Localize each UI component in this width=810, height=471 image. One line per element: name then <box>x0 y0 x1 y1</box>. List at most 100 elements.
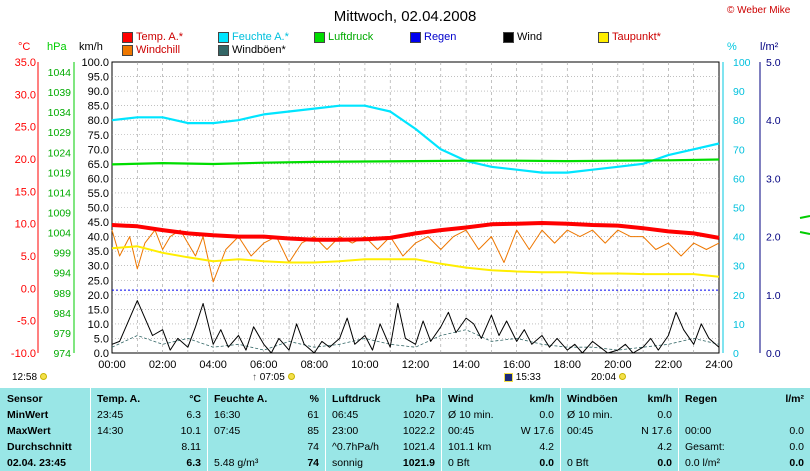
rain-tick-label: 2.0 <box>766 232 781 244</box>
temp-tick-label: 35.0 <box>15 57 36 69</box>
humidity-tick-label: 20 <box>733 290 745 302</box>
pressure-tick-label: 974 <box>53 348 71 360</box>
table-row-label-min: MinWert <box>7 409 49 421</box>
legend-temp-label: Temp. A.* <box>136 31 184 43</box>
humidity-tick-label: 10 <box>733 319 745 331</box>
rain-tick-label: 3.0 <box>766 173 781 185</box>
table-cell-value: 74 <box>307 457 319 469</box>
weather-chart: 35.0 30.0 25.0 20.0 15.0 10.0 5.0 0.0 -5.0 -10.0 1… <box>11 57 810 371</box>
event-3: 20:04 <box>591 372 626 383</box>
event-1-label: 07:05 <box>259 372 285 383</box>
wind-tick-label: 25.0 <box>88 275 109 287</box>
table-header: Wind <box>448 393 474 405</box>
table-header-unit: l/m² <box>785 393 804 405</box>
table-cell-value: 6.3 <box>186 409 201 421</box>
event-0-label: 12:58 <box>12 372 38 383</box>
legend-wind-label: Wind <box>517 31 543 43</box>
x-tick-label: 14:00 <box>452 359 480 371</box>
table-cell-value: 6.3 <box>186 457 201 469</box>
table-cell-value: 1022.2 <box>402 425 435 437</box>
legend-wind: Wind <box>503 31 542 43</box>
edge-mark <box>799 231 810 235</box>
humidity-tick-label: 30 <box>733 261 745 273</box>
rain-tick-label: 4.0 <box>766 115 781 127</box>
wind-tick-label: 45.0 <box>88 217 109 229</box>
table-cell-value: 61 <box>307 409 319 421</box>
table-cell-value: 4.2 <box>539 441 554 453</box>
wind-tick-label: 85.0 <box>88 101 109 113</box>
table-cell-label: 06:45 <box>332 409 359 421</box>
legend-pressure-label: Luftdruck <box>328 31 374 43</box>
x-tick-label: 16:00 <box>503 359 531 371</box>
wind-tick-label: 30.0 <box>88 261 109 273</box>
temp-tick-label: 5.0 <box>21 251 36 263</box>
pressure-tick-label: 994 <box>53 268 71 280</box>
table-header: Regen <box>685 393 718 405</box>
legend-temp: Temp. A.* <box>122 31 183 43</box>
sunrise-icon <box>287 373 295 380</box>
x-tick-label: 22:00 <box>655 359 683 371</box>
x-tick-label: 20:00 <box>604 359 632 371</box>
temp-tick-label: 15.0 <box>15 186 36 198</box>
series-line-0 <box>111 104 720 174</box>
sunset-icon <box>618 373 626 380</box>
series-line-5 <box>111 329 720 351</box>
event-1: ↑ 07:05 <box>252 372 295 383</box>
temp-tick-label: 25.0 <box>15 122 36 134</box>
series-line-1 <box>111 158 720 166</box>
legend-humidity-swatch <box>218 31 229 43</box>
wind-tick-label: 5.0 <box>94 333 109 345</box>
legend-humidity-label: Feuchte A.* <box>232 31 289 43</box>
wind-tick-label: 50.0 <box>88 203 109 215</box>
table-cell-label: 5.48 g/m³ <box>214 457 259 469</box>
series-line-6 <box>111 300 720 354</box>
x-tick-label: 24:00 <box>705 359 733 371</box>
pressure-tick-label: 984 <box>53 308 71 320</box>
pressure-tick-label: 979 <box>53 328 71 340</box>
pressure-tick-label: 1029 <box>48 127 72 139</box>
wind-tick-label: 80.0 <box>88 115 109 127</box>
legend-dewpoint-label: Taupunkt* <box>612 31 661 43</box>
table-cell-value: 4.2 <box>657 441 672 453</box>
humidity-tick-label: 60 <box>733 173 745 185</box>
humidity-tick-label: 40 <box>733 232 745 244</box>
table-header: Luftdruck <box>332 393 381 405</box>
temp-tick-label: -10.0 <box>11 348 36 360</box>
table-cell-value: N 17.6 <box>641 425 672 437</box>
wind-tick-label: 15.0 <box>88 304 109 316</box>
wind-tick-label: 35.0 <box>88 246 109 258</box>
legend-windchill-label: Windchill <box>136 44 181 56</box>
table-row-label-current: 02.04. 23:45 <box>7 457 66 469</box>
table-col-sensor: Sensor MinWert MaxWert Durchschnitt 02.0… <box>0 388 90 471</box>
humidity-tick-label: 100 <box>733 57 751 69</box>
humidity-unit: % <box>727 41 737 53</box>
table-header-unit: °C <box>189 393 201 405</box>
humidity-tick-label: 50 <box>733 203 745 215</box>
series-line-4 <box>111 221 720 242</box>
x-tick-label: 08:00 <box>301 359 329 371</box>
event-0: 12:58 <box>12 372 47 383</box>
table-cell-value: 8.11 <box>181 441 201 453</box>
table-cell-value: 0.0 <box>789 425 804 437</box>
table-col-5: Regen l/m² 00:00 0.0 Gesamt: 0.0 0.0 l/m² 0.0 <box>678 388 810 471</box>
rain-unit: l/m² <box>760 41 779 53</box>
summary-table: Sensor MinWert MaxWert Durchschnitt 02.0… <box>0 388 810 471</box>
table-cell-value: 0.0 <box>539 409 554 421</box>
table-header: Feuchte A. <box>214 393 268 405</box>
temp-tick-label: 10.0 <box>15 219 36 231</box>
sun-icon <box>39 373 47 380</box>
table-cell-label: 0.0 l/m² <box>685 457 721 469</box>
rain-tick-label: 5.0 <box>766 57 781 69</box>
legend-humidity: Feuchte A.* <box>218 31 289 43</box>
legend-temp-swatch <box>122 31 133 43</box>
table-header: Windböen <box>567 393 618 405</box>
table-cell-value: W 17.6 <box>520 425 554 437</box>
pressure-tick-label: 1039 <box>48 87 72 99</box>
event-2-label: 15:33 <box>515 372 541 383</box>
wind-tick-label: 95.0 <box>88 72 109 84</box>
x-tick-label: 06:00 <box>250 359 278 371</box>
pressure-tick-label: 1019 <box>48 167 72 179</box>
legend-rain-swatch <box>410 31 421 43</box>
legend-dewpoint-swatch <box>598 31 609 43</box>
edge-mark <box>799 215 810 219</box>
